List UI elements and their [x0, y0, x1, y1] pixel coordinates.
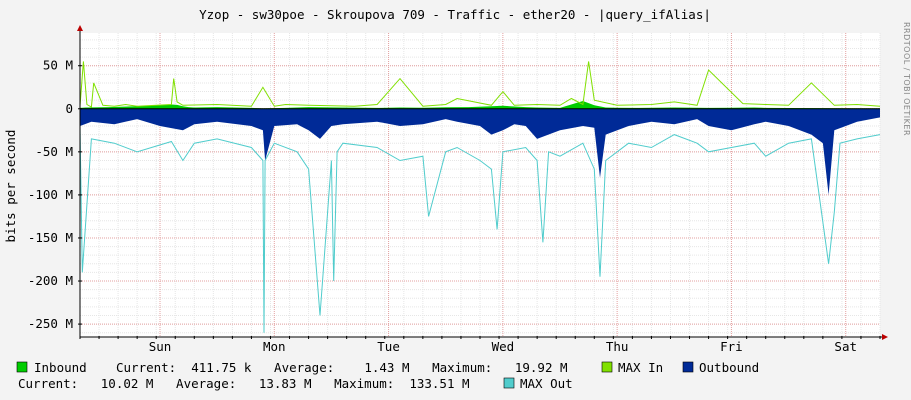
legend-swatch-inbound	[16, 361, 28, 373]
rrdtool-watermark: RRDTOOL / TOBI OETIKER	[902, 22, 911, 136]
chart-title: Yzop - sw30poe - Skroupova 709 - Traffic…	[199, 7, 711, 22]
y-tick-labels: 50 M 0 -50 M -100 M -150 M -200 M -250 M	[28, 58, 73, 331]
legend-swatch-outbound	[682, 361, 694, 373]
y-tick-label: -200 M	[28, 273, 73, 288]
legend-swatch-max-in	[601, 361, 613, 373]
x-tick-label: Wed	[492, 339, 515, 354]
y-tick-label: -50 M	[35, 144, 73, 159]
legend-stats-inbound: Current: 411.75 k Average: 1.43 M Maximu…	[116, 360, 568, 375]
legend-label-max-out: MAX Out	[520, 376, 573, 391]
x-tick-label: Fri	[720, 339, 743, 354]
legend-swatch-max-out	[503, 377, 515, 389]
x-tick-label: Mon	[263, 339, 286, 354]
axis-layer	[77, 25, 888, 340]
y-axis-label: bits per second	[3, 130, 18, 243]
x-axis-arrow	[882, 334, 888, 340]
x-tick-label: Sun	[149, 339, 172, 354]
y-tick-label: -100 M	[28, 187, 73, 202]
legend-label-inbound: Inbound	[34, 360, 87, 375]
legend-label-outbound: Outbound	[699, 360, 759, 375]
y-axis-arrow	[77, 25, 83, 31]
series-line-max-in	[79, 61, 881, 108]
y-tick-label: -150 M	[28, 230, 73, 245]
x-tick-labels: Sun Mon Tue Wed Thu Fri Sat	[149, 339, 857, 354]
series-area-outbound	[80, 108, 880, 195]
y-tick-label: 50 M	[43, 58, 73, 73]
legend: Inbound Current: 411.75 k Average: 1.43 …	[16, 360, 759, 391]
x-tick-label: Tue	[377, 339, 400, 354]
x-tick-label: Sat	[834, 339, 857, 354]
y-tick-label: 0	[65, 101, 73, 116]
legend-label-max-in: MAX In	[618, 360, 663, 375]
x-tick-label: Thu	[606, 339, 629, 354]
series-layer	[79, 61, 881, 333]
y-tick-label: -250 M	[28, 316, 73, 331]
grid-layer	[79, 33, 881, 337]
series-line-max-out	[79, 125, 881, 333]
series-area-inbound	[80, 101, 880, 109]
legend-stats-outbound: Current: 10.02 M Average: 13.83 M Maximu…	[18, 376, 470, 391]
